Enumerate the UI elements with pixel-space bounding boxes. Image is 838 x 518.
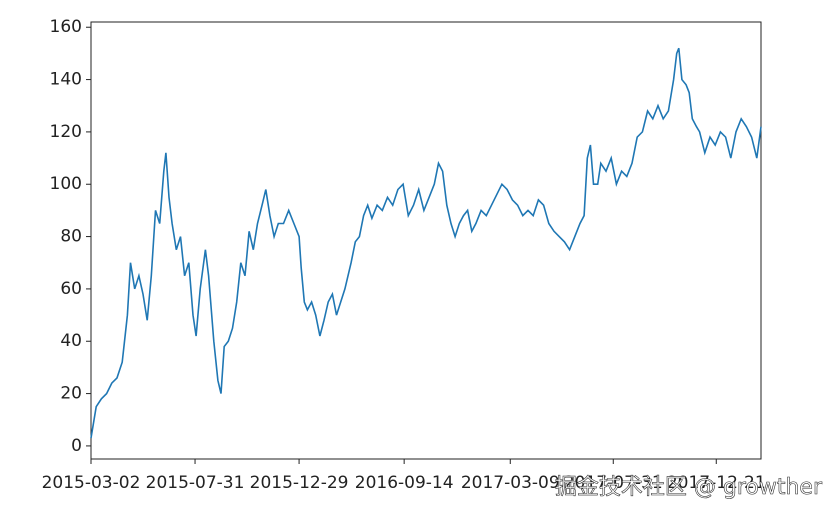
y-tick-label: 20 [60,384,82,404]
y-tick-label: 100 [50,174,82,194]
x-tick-label: 2015-07-31 [146,473,245,493]
x-tick-label: 2015-03-02 [42,473,141,493]
x-tick-label: 2016-09-14 [355,473,454,493]
x-tick-label: 2017-07-31 [564,473,663,493]
watermark: 掘金技术社区 @ growther [555,475,823,500]
plot-frame [90,21,762,460]
line [90,47,762,439]
y-tick-label: 140 [50,70,82,90]
y-tick-label: 40 [60,331,82,351]
y-tick-label: 160 [50,17,82,37]
y-tick-label: 0 [71,436,82,456]
y-tick-label: 80 [60,227,82,247]
y-tick-label: 120 [50,122,82,142]
x-tick-label: 2017-03-09 [461,473,560,493]
y-tick-label: 60 [60,279,82,299]
x-tick-label: 2015-12-29 [250,473,349,493]
x-tick-label: 2017-12-21 [667,473,766,493]
